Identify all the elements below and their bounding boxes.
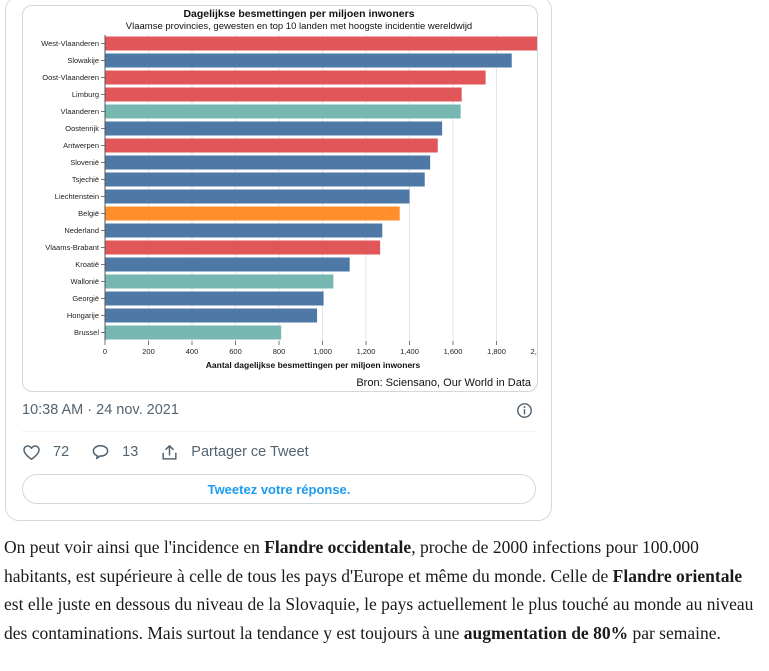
bar — [105, 70, 486, 85]
chart-bars — [105, 36, 537, 340]
article-text-3: est elle juste en dessous du niveau de l… — [4, 594, 754, 643]
bar — [105, 240, 381, 255]
chart-image[interactable]: Dagelijkse besmettingen per miljoen inwo… — [22, 5, 538, 392]
x-tick-label: 400 — [186, 347, 199, 356]
share-icon — [162, 444, 177, 460]
divider — [22, 431, 536, 432]
x-tick-label: 200 — [142, 347, 155, 356]
bar — [105, 53, 512, 68]
bar — [105, 206, 400, 221]
x-tick-label: 1,400 — [400, 347, 419, 356]
x-axis-label: Aantal dagelijkse besmettingen per miljo… — [206, 360, 421, 370]
category-label: Slovenië — [70, 158, 99, 167]
bar — [105, 104, 461, 119]
heart-icon — [23, 444, 40, 460]
category-label: Vlaams-Brabant — [45, 243, 100, 252]
x-tick-label: 1,200 — [357, 347, 376, 356]
bar — [105, 172, 425, 187]
bar — [105, 325, 282, 340]
x-tick-label: 0 — [103, 347, 107, 356]
x-tick-label: 800 — [273, 347, 286, 356]
category-label: Hongarije — [67, 311, 99, 320]
tweet-card: Dagelijkse besmettingen per miljoen inwo… — [5, 0, 552, 521]
category-label: Vlaanderen — [61, 107, 99, 116]
article-bold-2: Flandre orientale — [612, 565, 743, 586]
category-label: Liechtenstein — [55, 192, 99, 201]
share-button[interactable]: Partager ce Tweet — [160, 443, 309, 462]
like-count: 72 — [53, 444, 70, 460]
x-axis-ticks: 0 200 400 600 800 1,000 1,200 1,400 1,600 1,800 2,… — [103, 341, 537, 356]
bar — [105, 223, 383, 238]
category-label: Antwerpen — [63, 141, 99, 150]
article-text-4: par semaine. — [628, 622, 721, 643]
share-label: Partager ce Tweet — [191, 444, 309, 460]
bar — [105, 138, 438, 153]
category-label: Limburg — [72, 90, 99, 99]
category-label: Kroatië — [75, 260, 99, 269]
category-labels: West-Vlaanderen Slowakije Oost-Vlaanderen L… — [41, 39, 105, 337]
x-tick-label: 1,000 — [313, 347, 332, 356]
article-paragraph: On peut voir ainsi que l'incidence en Fl… — [4, 533, 764, 647]
article-text-1: On peut voir ainsi que l'incidence en — [4, 537, 265, 557]
category-label: West-Vlaanderen — [41, 39, 99, 48]
reply-icon — [92, 444, 109, 459]
bar — [105, 189, 410, 204]
category-label: Brussel — [74, 328, 99, 337]
x-tick-label: 1,600 — [444, 347, 463, 356]
article-text-2: , proche de 2000 infections pour 100.000… — [4, 537, 699, 586]
bar — [105, 308, 318, 323]
category-label: Tsjechië — [72, 175, 99, 184]
x-tick-label: 600 — [229, 347, 242, 356]
chart-title: Dagelijkse besmettingen per miljoen inwo… — [183, 8, 414, 20]
category-label: Slowakije — [67, 56, 99, 65]
reply-button[interactable]: 13 — [91, 443, 138, 462]
chart-grid — [104, 35, 497, 341]
chart-subtitle: Vlaamse provincies, gewesten en top 10 l… — [126, 21, 472, 32]
category-label: Nederland — [64, 226, 99, 235]
bar — [105, 36, 537, 51]
tweet-actions: 72 13 Partager ce Tweet — [22, 441, 331, 463]
reply-prompt-button[interactable]: Tweetez votre réponse. — [22, 474, 536, 504]
bar — [105, 121, 443, 136]
reply-count: 13 — [122, 444, 139, 460]
category-label: Georgië — [72, 294, 99, 303]
article-bold-3: augmentation de 80% — [463, 622, 629, 643]
chart-source: Bron: Sciensano, Our World in Data — [356, 377, 531, 389]
bar — [105, 274, 334, 289]
like-button[interactable]: 72 — [22, 443, 69, 462]
tweet-timestamp[interactable]: 10:38 AM · 24 nov. 2021 — [22, 402, 179, 418]
bar-chart: Dagelijkse besmettingen per miljoen inwo… — [41, 8, 537, 370]
article-bold-1: Flandre occidentale — [264, 537, 412, 557]
bar — [105, 291, 324, 306]
category-label: Oostenrijk — [65, 124, 99, 133]
bar — [105, 257, 350, 272]
info-icon[interactable] — [516, 402, 533, 419]
category-label: Wallonië — [71, 277, 99, 286]
x-tick-label: 2,000 — [531, 347, 537, 356]
x-tick-label: 1,800 — [487, 347, 506, 356]
category-label: België — [78, 209, 99, 218]
bar — [105, 87, 462, 102]
category-label: Oost-Vlaanderen — [42, 73, 99, 82]
bar — [105, 155, 431, 170]
